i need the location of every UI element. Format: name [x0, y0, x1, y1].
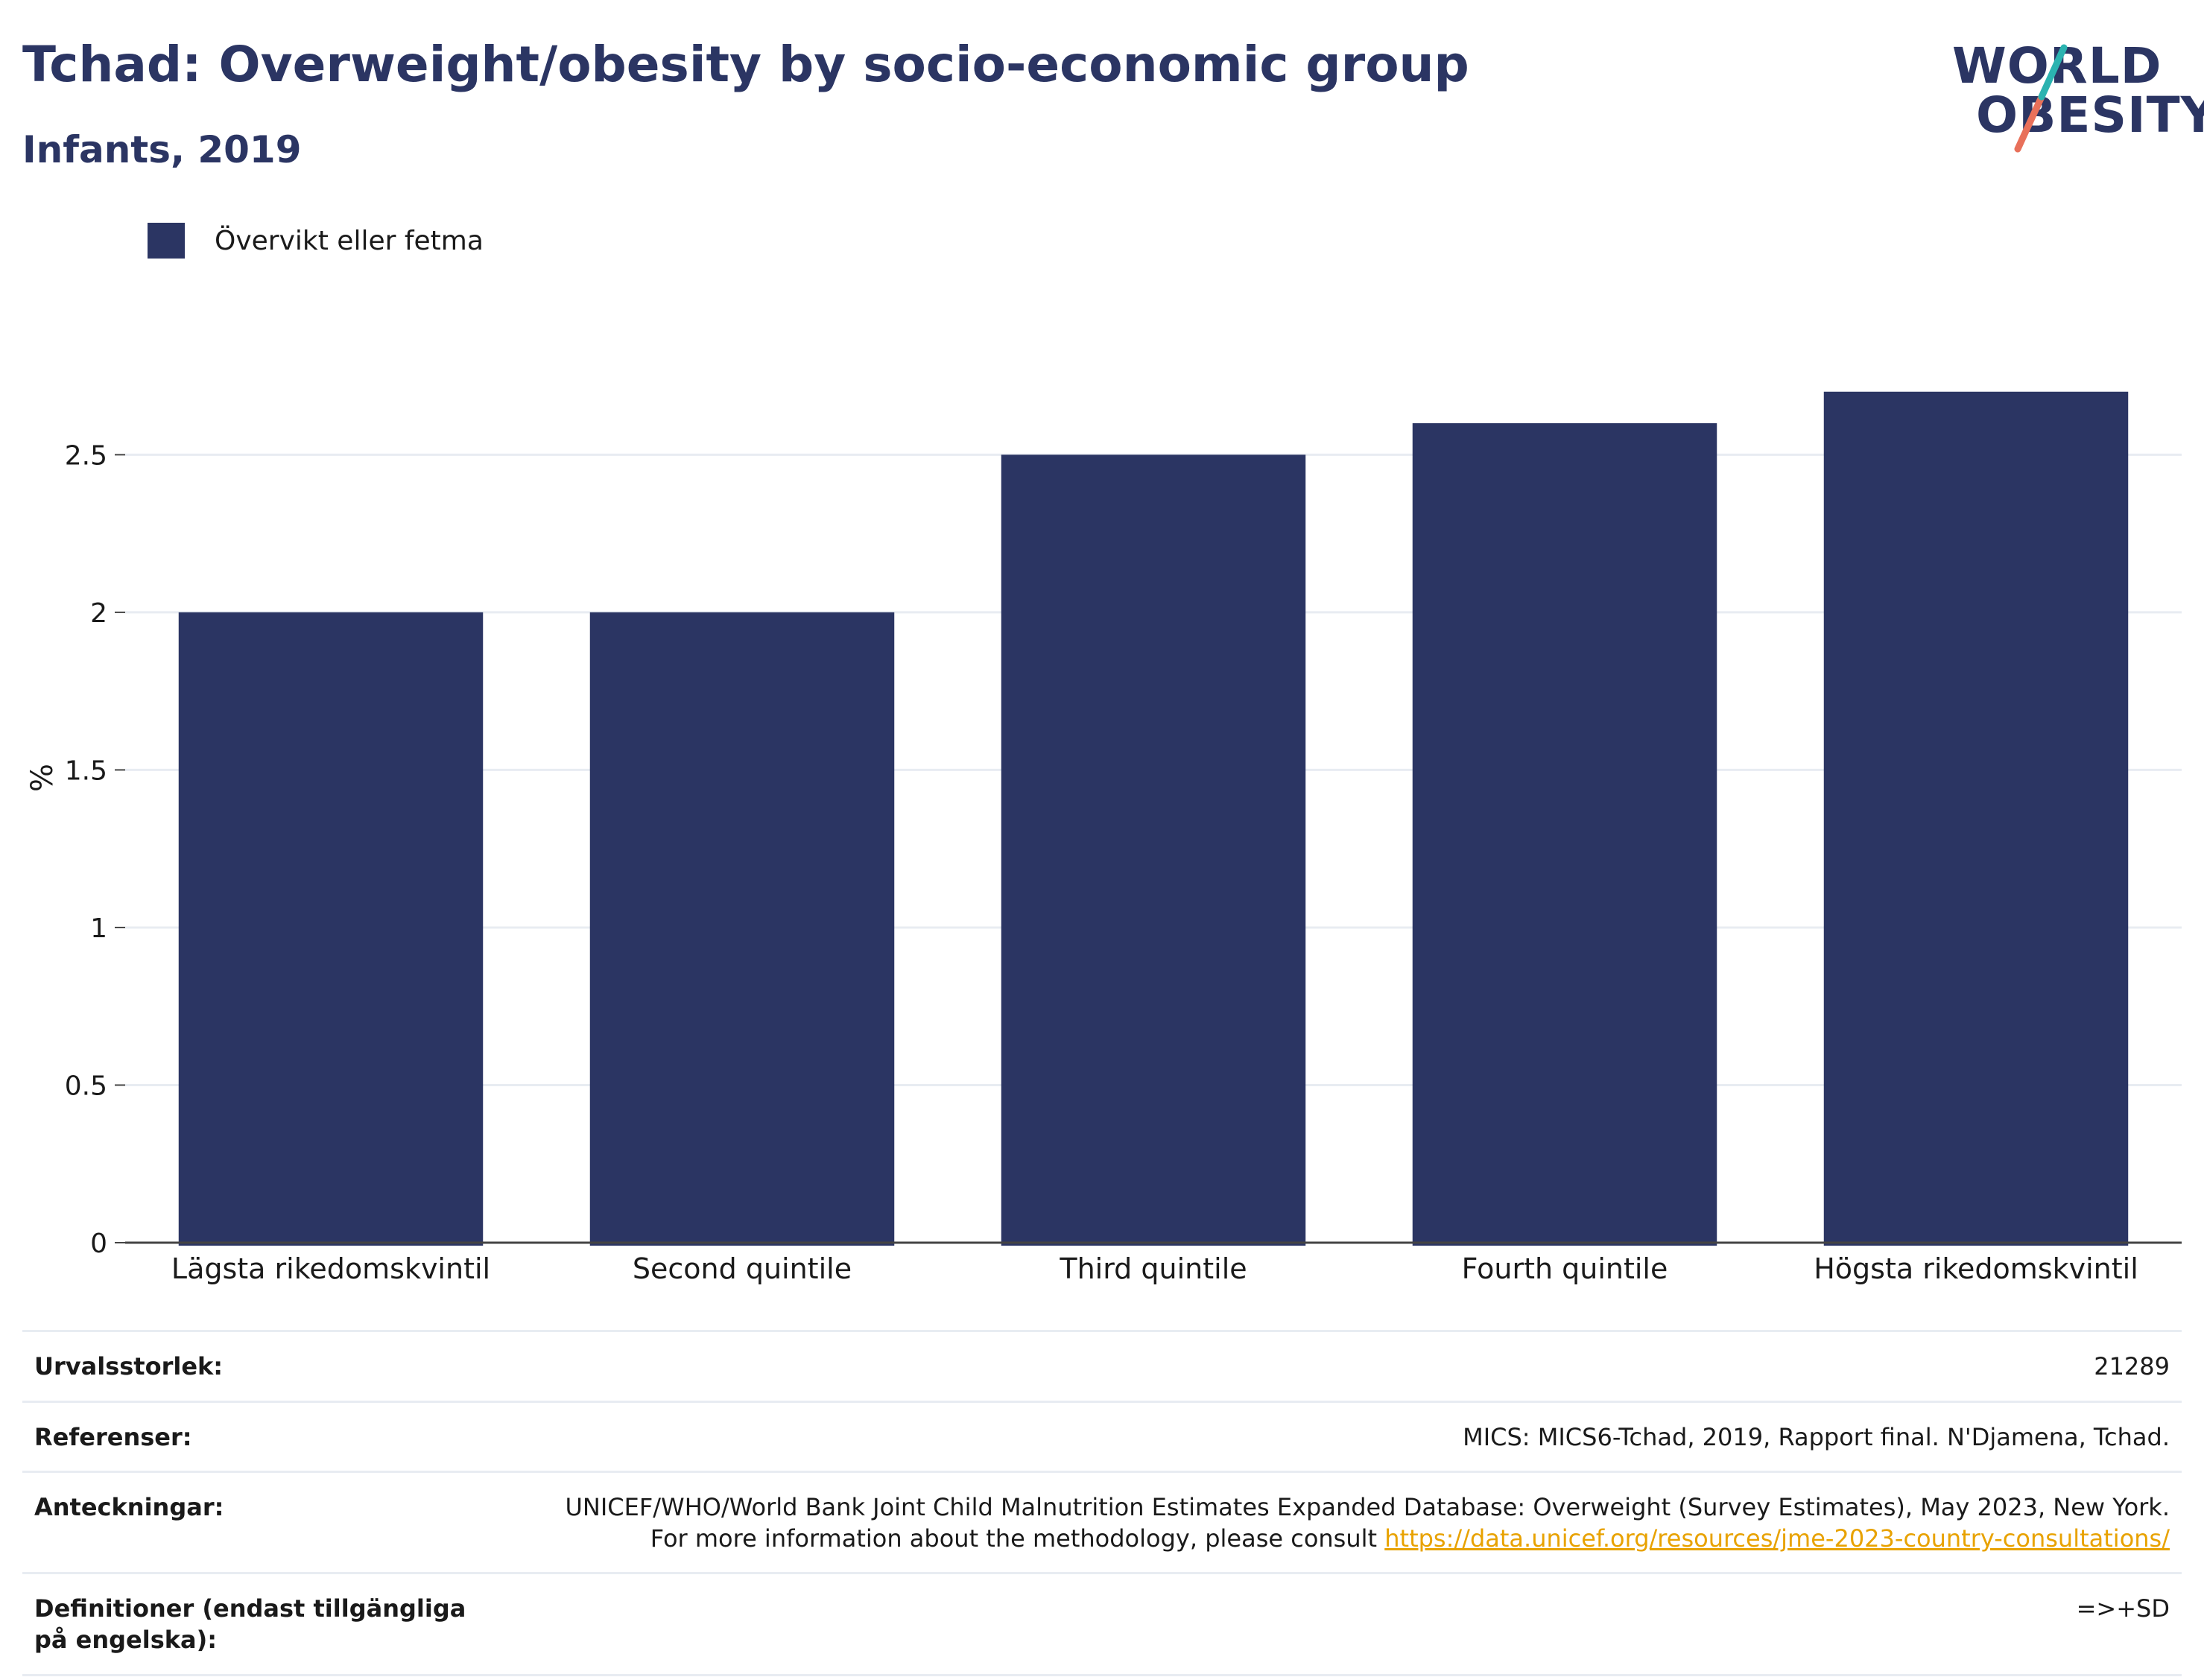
methodology-link[interactable]: https://data.unicef.org/resources/jme-20…: [1384, 1524, 2170, 1553]
footer-value: UNICEF/WHO/World Bank Joint Child Malnut…: [545, 1492, 2170, 1554]
bar-chart: 0 0.5 1 1.5 2 2.5% Lägsta rikedomskvintil Secon…: [25, 391, 2182, 1285]
y-tick-label: 0: [90, 1229, 107, 1259]
bar: [1823, 391, 2129, 1246]
bar: [1412, 423, 1717, 1246]
bar: [178, 612, 484, 1246]
bar: [1001, 454, 1306, 1246]
footer-label: Definitioner (endast tillgängliga på eng…: [34, 1594, 466, 1654]
x-tick-label: Lägsta rikedomskvintil: [171, 1252, 490, 1285]
footer-row-definitions: Definitioner (endast tillgängliga på eng…: [22, 1572, 2182, 1676]
chart-title: Tchad: Overweight/obesity by socio-econo…: [22, 36, 1469, 93]
y-tick-label: 1.5: [65, 755, 107, 786]
world-obesity-logo: WORLD OBESITY: [1937, 22, 2204, 156]
chart-subtitle: Infants, 2019: [22, 128, 302, 171]
x-tick-label: Third quintile: [1059, 1252, 1247, 1285]
legend-label: Övervikt eller fetma: [215, 225, 484, 256]
chart-legend: Övervikt eller fetma: [148, 222, 484, 259]
footer-value: 21289: [2094, 1352, 2170, 1381]
footer-value: MICS: MICS6-Tchad, 2019, Rapport final. …: [1463, 1422, 2170, 1451]
y-tick-label: 2.5: [65, 440, 107, 471]
y-tick-label: 0.5: [65, 1071, 107, 1101]
x-tick-label: Second quintile: [633, 1252, 852, 1285]
footer-row-references: Referenser: MICS: MICS6-Tchad, 2019, Rap…: [22, 1400, 2182, 1471]
footer-row-sample-size: Urvalsstorlek: 21289: [22, 1330, 2182, 1401]
footer-label: Referenser:: [34, 1422, 192, 1451]
footer-value: =>+SD: [2076, 1594, 2170, 1623]
footer-label: Anteckningar:: [34, 1493, 224, 1522]
legend-swatch: [148, 223, 185, 259]
logo-line2: OBESITY: [1976, 86, 2204, 144]
x-tick-label: Högsta rikedomskvintil: [1814, 1252, 2138, 1285]
footer-row-notes: Anteckningar: UNICEF/WHO/World Bank Join…: [22, 1471, 2182, 1572]
logo-slash-icon: [2014, 44, 2068, 153]
bar: [589, 612, 895, 1246]
notes-text: UNICEF/WHO/World Bank Joint Child Malnut…: [565, 1493, 2170, 1553]
footer-table: Urvalsstorlek: 21289 Referenser: MICS: M…: [22, 1330, 2182, 1676]
x-tick-label: Fourth quintile: [1462, 1252, 1668, 1285]
y-axis-label: %: [25, 764, 60, 792]
y-tick-label: 2: [90, 598, 107, 629]
footer-label: Urvalsstorlek:: [34, 1352, 224, 1381]
y-tick-label: 1: [90, 913, 107, 944]
